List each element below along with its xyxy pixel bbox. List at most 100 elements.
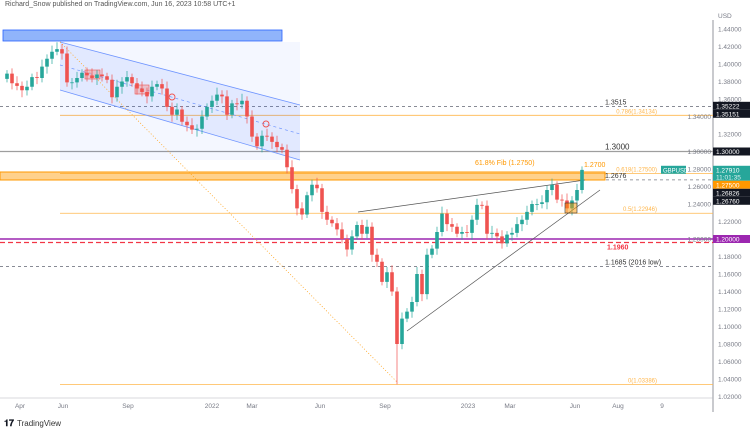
candle-body xyxy=(135,83,139,89)
price-tick-label: 1.04000 xyxy=(718,377,742,384)
candle-body xyxy=(270,136,274,142)
candle-body xyxy=(250,116,254,137)
candle-body xyxy=(285,149,289,168)
candle-body xyxy=(260,135,264,147)
price-badge-text: 1.20000 xyxy=(716,237,740,244)
candle-body xyxy=(540,202,544,204)
fib-trend-line[interactable] xyxy=(59,41,399,384)
candle-body xyxy=(170,106,174,115)
currency-label: USD xyxy=(718,13,732,20)
candle-body xyxy=(255,136,259,147)
candle-body xyxy=(465,232,469,233)
candle-body xyxy=(300,208,304,215)
price-tick-label: 1.12000 xyxy=(718,307,742,314)
candle-body xyxy=(515,224,519,233)
level-label: 1.3000 xyxy=(605,143,630,152)
triangle-upper-line[interactable] xyxy=(357,179,586,213)
candle-body xyxy=(485,205,489,234)
fib-618-zone[interactable] xyxy=(0,171,606,181)
candle-body xyxy=(400,318,404,344)
candle-body xyxy=(240,100,244,105)
candle-body xyxy=(455,226,459,234)
level-label: 0.5(1.22946) xyxy=(623,207,657,213)
time-tick-label: Jun xyxy=(570,403,581,410)
time-tick-label: Sep xyxy=(122,403,134,410)
candle-body xyxy=(125,77,129,82)
candle-body xyxy=(550,184,554,190)
candle-body xyxy=(140,88,144,92)
candle-body xyxy=(305,195,309,215)
candle-body xyxy=(415,274,419,302)
candle-body xyxy=(280,147,284,150)
candle-body xyxy=(105,76,109,80)
candle-body xyxy=(65,53,69,83)
candle-body xyxy=(580,169,584,190)
candle-body xyxy=(560,199,564,201)
price-tick-label: 1.02000 xyxy=(718,394,742,401)
time-tick-label: Aug xyxy=(612,403,624,410)
candle-body xyxy=(25,86,29,91)
last-price-text: 1.27910 xyxy=(716,167,740,174)
candle-body xyxy=(85,72,89,76)
candle-body xyxy=(315,184,319,189)
candle-body xyxy=(475,204,479,220)
candle-body xyxy=(395,291,399,344)
candle-body xyxy=(220,94,224,97)
level-label: 1.3515 xyxy=(605,99,627,106)
price-badge xyxy=(713,180,750,189)
channel-lower-line[interactable] xyxy=(59,89,301,161)
level-label: 0.618(1.27500) xyxy=(616,167,657,173)
logo-text: TradingView xyxy=(17,419,62,428)
tradingview-logo[interactable]: 𝟏𝟕 TradingView xyxy=(4,418,61,429)
price-badge-text: 1.30000 xyxy=(716,149,740,156)
candle-body xyxy=(210,100,214,107)
candle-body xyxy=(225,96,229,115)
candle-body xyxy=(30,77,34,87)
symbol-badge-text: GBPUSD xyxy=(663,168,689,174)
triangle-lower-line[interactable] xyxy=(406,189,601,332)
candle-body xyxy=(60,49,64,54)
zone-top-label: 1.2700 xyxy=(584,162,606,169)
candle-body xyxy=(460,232,464,234)
candle-body xyxy=(50,51,54,59)
resistance-zone-1.43[interactable] xyxy=(2,29,283,42)
price-badge xyxy=(713,188,750,197)
descending-channel[interactable] xyxy=(59,41,301,161)
candle-body xyxy=(245,100,249,117)
time-tick-label: 9 xyxy=(660,403,664,410)
candle-body xyxy=(335,223,339,230)
candle-body xyxy=(365,226,369,234)
candle-body xyxy=(490,232,494,234)
candle-body xyxy=(510,232,514,235)
candle-body xyxy=(130,77,134,84)
candle-body xyxy=(310,184,314,196)
candle-body xyxy=(35,77,39,78)
price-tick-label: 1.32000 xyxy=(718,132,742,139)
candle-body xyxy=(15,83,19,86)
channel-upper-line[interactable] xyxy=(59,41,301,106)
candle-body xyxy=(110,79,114,98)
candle-body xyxy=(180,109,184,122)
candle-body xyxy=(5,73,9,79)
price-badge-text: 1.35151 xyxy=(716,111,740,118)
candle-body xyxy=(470,219,474,233)
candle-body xyxy=(95,74,99,78)
candle-body xyxy=(545,190,549,203)
price-badge xyxy=(713,147,750,156)
candle-body xyxy=(495,232,499,237)
price-tick-label: 1.06000 xyxy=(718,359,742,366)
price-tick-label: 1.26000 xyxy=(688,184,712,191)
candle-body xyxy=(505,234,509,244)
candle-body xyxy=(195,128,199,130)
level-label: 1.2676 xyxy=(605,173,627,180)
candle-body xyxy=(445,213,449,225)
candle-body xyxy=(75,78,79,83)
candle-body xyxy=(430,248,434,255)
candle-body xyxy=(420,274,424,295)
price-tick-label: 1.30000 xyxy=(688,149,712,156)
support-marker-box xyxy=(564,202,578,214)
candle-body xyxy=(55,49,59,52)
price-tick-label: 1.36000 xyxy=(718,97,742,104)
candle-body xyxy=(530,204,534,212)
